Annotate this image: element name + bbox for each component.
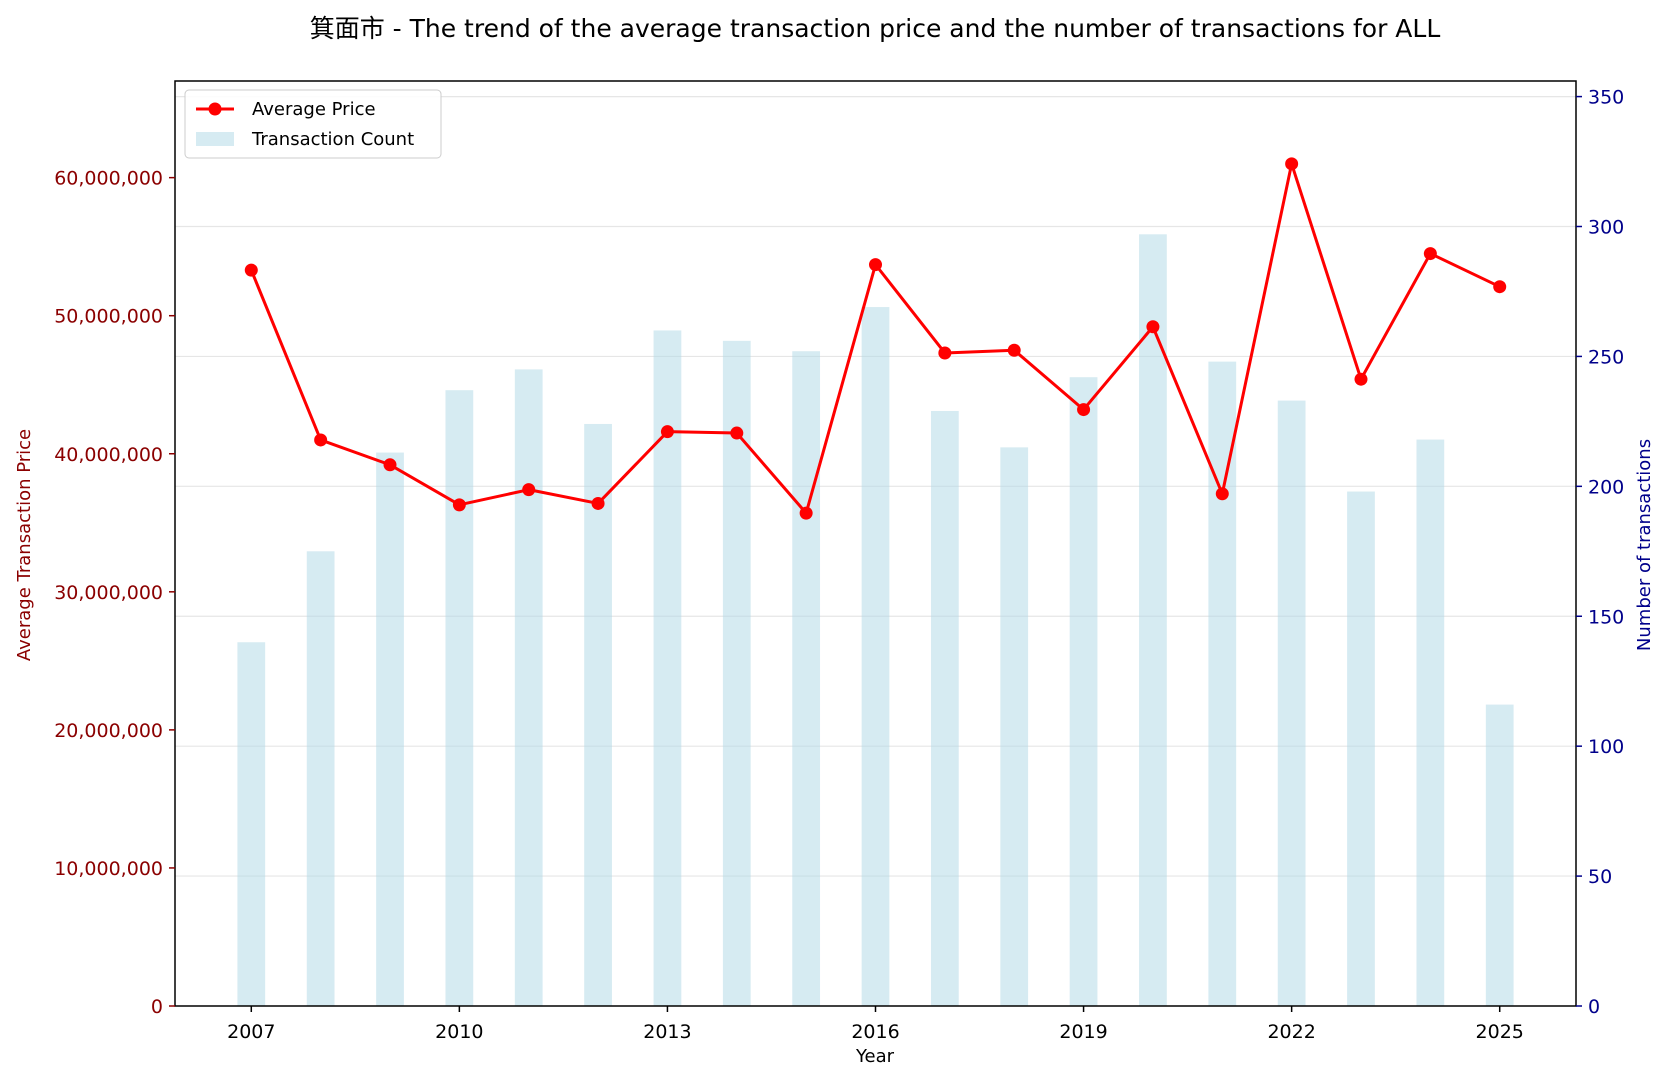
- left-tick-label: 20,000,000: [54, 720, 163, 742]
- chart-title: 箕面市 - The trend of the average transacti…: [310, 14, 1441, 43]
- left-tick-label: 30,000,000: [54, 582, 163, 604]
- right-tick-label: 50: [1588, 866, 1612, 888]
- bar-2009: [376, 452, 404, 1007]
- x-tick-label: 2016: [851, 1021, 899, 1043]
- price-point-2013: [660, 425, 674, 439]
- bar-2019: [1069, 377, 1098, 1006]
- x-axis-label: Year: [855, 1046, 895, 1067]
- left-tick-label: 0: [151, 996, 163, 1018]
- x-tick-label: 2019: [1059, 1021, 1107, 1043]
- bar-2011: [514, 369, 543, 1006]
- x-tick-label: 2013: [643, 1021, 691, 1043]
- bar-2025: [1485, 704, 1514, 1006]
- line-series: [244, 157, 1507, 520]
- left-tick-label: 60,000,000: [54, 168, 163, 190]
- right-tick-label: 150: [1588, 606, 1624, 628]
- price-point-2016: [869, 258, 882, 272]
- legend-label-average-price: Average Price: [252, 99, 376, 120]
- bar-2017: [930, 410, 959, 1006]
- price-point-2022: [1285, 157, 1299, 171]
- x-axis-ticks: 2007 2010 2013 2016 2019 2022 2025: [227, 1006, 1524, 1043]
- right-tick-label: 250: [1588, 346, 1624, 368]
- bar-2021: [1208, 361, 1237, 1006]
- price-point-2021: [1215, 487, 1229, 501]
- bar-2014: [722, 340, 751, 1007]
- legend-label-transaction-count: Transaction Count: [251, 129, 414, 150]
- bar-2016: [861, 307, 890, 1007]
- legend-bar-swatch: [196, 132, 234, 146]
- price-point-2025: [1493, 280, 1507, 294]
- bar-2008: [306, 551, 335, 1006]
- bar-2020: [1139, 234, 1167, 1007]
- bar-series: [237, 234, 1514, 1007]
- price-point-2015: [799, 506, 813, 520]
- right-tick-label: 300: [1588, 217, 1624, 239]
- bar-2022: [1277, 400, 1306, 1007]
- bar-2015: [792, 351, 821, 1006]
- x-tick-label: 2025: [1476, 1021, 1524, 1043]
- x-tick-label: 2010: [435, 1021, 483, 1043]
- right-tick-label: 200: [1588, 476, 1624, 498]
- price-point-2014: [730, 426, 744, 440]
- right-tick-label: 350: [1588, 87, 1624, 109]
- price-point-2011: [522, 483, 536, 497]
- legend: Average Price Transaction Count: [184, 89, 442, 159]
- bar-2010: [445, 390, 474, 1006]
- price-point-2017: [938, 346, 952, 360]
- price-point-2024: [1423, 247, 1437, 261]
- x-tick-label: 2007: [227, 1021, 275, 1043]
- left-tick-label: 50,000,000: [54, 306, 163, 328]
- price-point-2007: [244, 263, 258, 277]
- right-tick-label: 0: [1588, 996, 1600, 1018]
- bar-2023: [1347, 491, 1375, 1007]
- price-point-2018: [1007, 343, 1021, 357]
- price-point-2012: [591, 496, 605, 510]
- bar-2018: [1000, 447, 1029, 1006]
- x-tick-label: 2022: [1267, 1021, 1315, 1043]
- right-axis-label: Number of transactions: [1634, 439, 1655, 651]
- price-point-2010: [452, 498, 466, 512]
- legend-frame: [184, 89, 442, 159]
- legend-line-marker: [208, 102, 222, 116]
- left-tick-label: 40,000,000: [54, 444, 163, 466]
- price-point-2008: [314, 433, 328, 447]
- bar-2007: [237, 642, 266, 1006]
- price-point-2009: [383, 458, 397, 472]
- bar-2024: [1416, 439, 1445, 1007]
- bar-2012: [584, 423, 612, 1006]
- right-tick-label: 100: [1588, 736, 1624, 758]
- right-axis-ticks: 0 50 100 150 200 250 300 350: [1576, 87, 1624, 1018]
- left-axis-ticks: 0 10,000,000 20,000,000 30,000,000 40,000,00…: [54, 168, 175, 1018]
- price-point-2023: [1354, 372, 1368, 386]
- price-point-2020: [1146, 320, 1160, 334]
- left-axis-label: Average Transaction Price: [14, 429, 35, 661]
- left-tick-label: 10,000,000: [54, 858, 163, 880]
- price-point-2019: [1077, 403, 1091, 417]
